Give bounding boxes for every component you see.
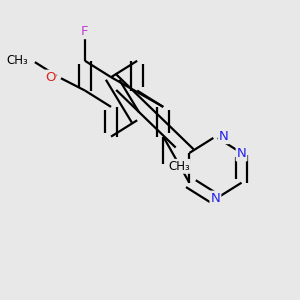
Text: O: O bbox=[45, 71, 56, 84]
Text: CH₃: CH₃ bbox=[168, 160, 190, 173]
Text: N: N bbox=[237, 147, 246, 161]
Text: F: F bbox=[81, 25, 89, 38]
Text: N: N bbox=[211, 192, 220, 205]
Text: N: N bbox=[219, 130, 228, 143]
Text: CH₃: CH₃ bbox=[6, 54, 28, 67]
